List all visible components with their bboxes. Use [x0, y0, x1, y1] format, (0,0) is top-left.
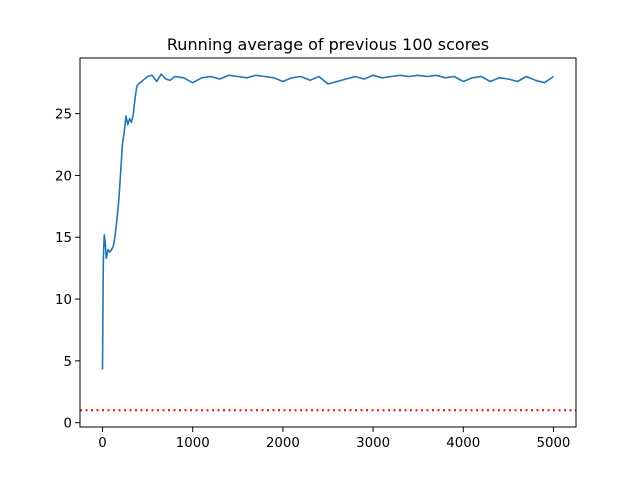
x-tick-label: 5000 — [536, 436, 570, 451]
series-line — [101, 73, 554, 370]
plot-area — [80, 73, 576, 412]
chart-title: Running average of previous 100 scores — [167, 35, 489, 54]
x-tick-label: 4000 — [446, 436, 480, 451]
y-tick-label: 25 — [55, 108, 72, 123]
x-axis: 0 1000 2000 3000 4000 5000 — [98, 427, 570, 451]
y-tick-label: 0 — [64, 417, 72, 432]
y-tick-label: 10 — [55, 293, 72, 308]
x-tick-label: 2000 — [266, 436, 300, 451]
y-tick-label: 5 — [64, 355, 72, 370]
y-tick-label: 15 — [55, 231, 72, 246]
x-tick-label: 1000 — [176, 436, 210, 451]
axes-frame — [79, 57, 577, 428]
y-tick-label: 20 — [55, 169, 72, 184]
x-tick-label: 0 — [98, 436, 106, 451]
y-axis: 0 5 10 15 20 25 — [55, 108, 80, 432]
x-tick-label: 3000 — [356, 436, 390, 451]
